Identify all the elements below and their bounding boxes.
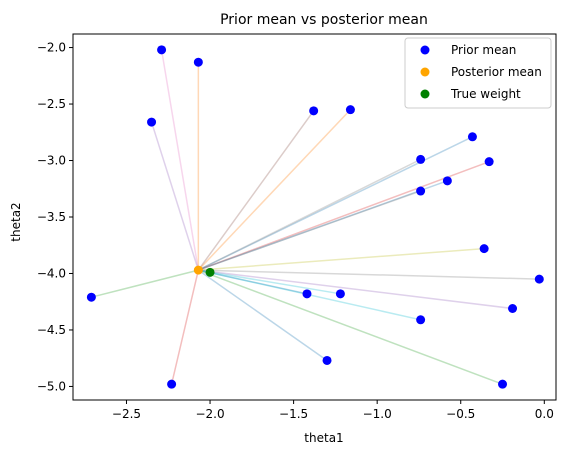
- prior-mean-point: [467, 132, 477, 142]
- connector-line: [198, 269, 513, 310]
- y-axis-label: theta2: [9, 202, 23, 241]
- legend-marker: [420, 67, 430, 77]
- y-tick-label: −3.5: [37, 210, 66, 224]
- prior-mean-point: [335, 289, 345, 299]
- axes: −2.5 −2.0 −1.5 −1.0 −0.5 0.0 −2.0 −2.5 −3.0 −3.5 −…: [37, 33, 557, 421]
- connector-line: [198, 158, 421, 271]
- y-tick-label: −4.0: [37, 266, 66, 280]
- legend-box: [404, 37, 552, 109]
- connector-line: [198, 160, 490, 271]
- connector-line: [150, 121, 200, 271]
- prior-mean-point: [498, 379, 508, 389]
- prior-mean-point: [147, 117, 157, 127]
- prior-mean-point: [322, 355, 332, 365]
- prior-mean-point: [442, 176, 452, 186]
- y-tick-label: −2.0: [37, 41, 66, 55]
- connector-line: [198, 190, 421, 271]
- y-tick-label: −3.0: [37, 154, 66, 168]
- x-tick-label: −2.0: [195, 407, 224, 421]
- legend-label: True weight: [450, 87, 521, 101]
- prior-mean-point: [508, 304, 518, 313]
- y-tick-label: −5.0: [37, 379, 66, 393]
- connector-line: [197, 109, 351, 271]
- prior-mean-point: [416, 315, 426, 325]
- connector-line: [198, 180, 448, 271]
- connector-line: [198, 247, 485, 271]
- true-weight-point: [205, 267, 215, 277]
- connector-line: [91, 269, 199, 298]
- legend-label: Prior mean: [451, 43, 516, 57]
- connector-line: [198, 269, 503, 385]
- x-tick-label: 0.0: [535, 407, 554, 421]
- connector-line: [197, 269, 328, 362]
- prior-mean-point: [484, 157, 494, 167]
- x-tick-label: −1.0: [363, 407, 392, 421]
- prior-mean-point: [416, 154, 426, 164]
- legend-label: Posterior mean: [451, 65, 542, 79]
- connector-line: [198, 269, 308, 295]
- prior-mean-point: [86, 292, 96, 302]
- connector-line: [198, 269, 341, 295]
- prior-mean-point: [416, 186, 426, 196]
- prior-mean-point: [534, 274, 544, 284]
- connector-line: [198, 136, 473, 271]
- prior-mean-point: [157, 45, 167, 55]
- x-tick-label: −2.5: [112, 407, 141, 421]
- connector-line: [198, 269, 540, 280]
- prior-mean-point: [167, 379, 177, 389]
- y-tick-label: −2.5: [37, 97, 66, 111]
- x-tick-label: −1.5: [279, 407, 308, 421]
- prior-mean-point: [309, 106, 319, 116]
- connector-line: [197, 110, 315, 271]
- plot-area: [86, 45, 544, 389]
- prior-mean-point: [302, 289, 312, 299]
- x-axis-label: theta1: [304, 431, 343, 445]
- chart-title: Prior mean vs posterior mean: [220, 12, 428, 28]
- connector-line: [160, 49, 200, 271]
- legend: Prior mean Posterior mean True weight: [404, 37, 552, 109]
- connector-line: [170, 269, 200, 385]
- x-tick-label: −0.5: [446, 407, 475, 421]
- legend-marker: [420, 45, 430, 55]
- legend-marker: [420, 89, 430, 99]
- y-tick-label: −4.5: [37, 323, 66, 337]
- prior-mean-point: [479, 244, 489, 254]
- prior-mean-point: [345, 105, 355, 115]
- prior-mean-point: [193, 57, 203, 67]
- posterior-mean-point: [193, 265, 203, 275]
